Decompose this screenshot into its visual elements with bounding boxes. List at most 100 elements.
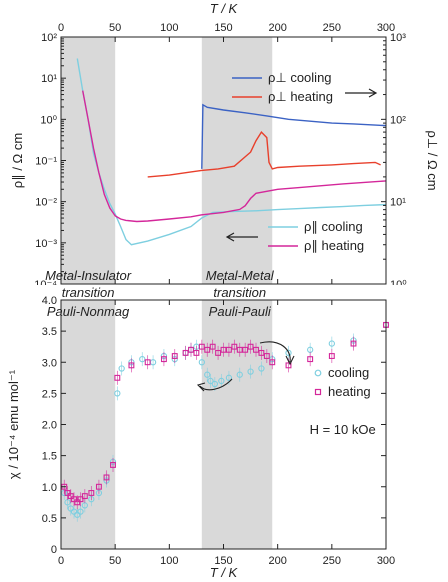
series-line-1 <box>147 130 381 178</box>
data-point-cooling <box>77 508 84 515</box>
legend-marker-cooling <box>314 369 322 377</box>
data-point-cooling <box>74 511 81 518</box>
data-point-cooling <box>70 508 78 515</box>
annotation-metal-insulator: Metal-Insulator <box>45 268 132 283</box>
y-tick-label-bottom-2: 1.0 <box>42 482 57 494</box>
x-tick-label-bottom-6: 300 <box>377 555 395 567</box>
legend-label-bottom-0: ρ∥ cooling <box>304 219 363 234</box>
data-point-heating <box>71 496 77 503</box>
x-tick-label-bottom-1: 50 <box>109 555 121 567</box>
data-point-heating <box>160 356 167 363</box>
data-point-heating <box>328 353 335 359</box>
y-left-tick-label-6: 10² <box>41 32 57 44</box>
data-point-cooling <box>204 371 211 378</box>
x-tick-label-top-5: 250 <box>323 22 341 34</box>
susceptibility-panel: 0 50 100 150 200 250 300 T / K 0 0.5 1.0 1.5 2.0 2.5 3… <box>6 295 395 580</box>
data-point-heating <box>77 496 84 503</box>
shaded-region-top-0 <box>61 37 116 284</box>
data-point-heating <box>198 343 205 350</box>
data-point-heating <box>247 343 254 350</box>
data-point-cooling <box>225 374 233 381</box>
annotation-pauli-nonmag: Pauli-Nonmag <box>47 304 130 319</box>
curved-arrow-cooling-head <box>285 355 295 366</box>
y-right-tick-label-1: 10¹ <box>390 197 406 209</box>
data-point-heating <box>242 346 249 353</box>
data-point-cooling <box>67 505 74 512</box>
y-tick-label-bottom-6: 3.0 <box>42 357 57 369</box>
legend-marker-heating <box>314 388 322 396</box>
data-point-heating <box>225 346 232 353</box>
x-tick-label-top-2: 100 <box>160 22 178 34</box>
x-tick-label-top-1: 50 <box>109 22 121 34</box>
data-point-heating <box>182 349 189 356</box>
data-point-heating <box>209 343 216 350</box>
data-point-heating <box>67 493 74 500</box>
y-axis-label-bottom: χ / 10⁻⁴ emu mol⁻¹ <box>6 369 21 479</box>
data-point-cooling <box>218 377 225 385</box>
shaded-region-bottom-0 <box>61 300 116 549</box>
x-tick-label-top-0: 0 <box>58 22 64 34</box>
annotation-transition-right: transition <box>213 285 266 300</box>
data-point-heating <box>74 499 81 506</box>
y-axis-label-left: ρ∥ / Ω cm <box>10 133 25 188</box>
x-tick-label-top-4: 200 <box>268 22 286 34</box>
data-point-heating <box>128 362 135 369</box>
y-tick-label-bottom-4: 2.0 <box>42 420 57 432</box>
data-point-cooling <box>247 368 254 375</box>
y-tick-label-bottom-7: 3.5 <box>42 326 57 338</box>
y-left-tick-label-5: 10¹ <box>41 73 57 85</box>
curved-arrow-cooling <box>259 341 291 363</box>
y-left-tick-label-4: 10⁰ <box>40 114 57 126</box>
annotation-field: H = 10 kOe <box>310 422 376 437</box>
legend-label-bottom-1: ρ∥ heating <box>304 238 364 253</box>
y-axis-label-right: ρ⊥ / Ω cm <box>425 130 440 190</box>
data-point-heating <box>307 356 314 363</box>
x-tick-label-bottom-2: 100 <box>160 555 178 567</box>
x-tick-label-bottom-3: 150 <box>214 555 232 567</box>
y-left-tick-label-3: 10⁻¹ <box>35 156 57 168</box>
data-point-cooling <box>211 380 218 388</box>
x-tick-label-bottom-0: 0 <box>58 555 64 567</box>
annotation-pauli-pauli: Pauli-Pauli <box>209 304 272 319</box>
y-tick-label-bottom-5: 2.5 <box>42 388 57 400</box>
data-point-heating <box>114 374 121 381</box>
data-point-heating <box>193 349 200 356</box>
data-point-cooling <box>285 349 292 357</box>
data-point-heating <box>350 340 357 347</box>
legend-label-bottom-panel-1: heating <box>328 384 371 399</box>
data-point-cooling <box>139 355 146 363</box>
data-point-heating <box>253 346 259 353</box>
data-point-heating <box>188 346 194 353</box>
data-point-cooling <box>328 340 335 347</box>
data-point-heating <box>236 346 243 353</box>
curved-arrow-heating <box>199 378 233 391</box>
x-tick-label-top-3: 150 <box>214 22 232 34</box>
data-point-heating <box>103 474 110 481</box>
legend-label-top-1: ρ⊥ heating <box>268 89 333 104</box>
y-tick-label-bottom-1: 0.5 <box>42 513 57 525</box>
y-left-tick-label-2: 10⁻² <box>35 197 57 209</box>
y-right-tick-label-2: 10² <box>390 114 406 126</box>
series-line-0 <box>201 103 387 169</box>
data-point-heating <box>269 359 276 366</box>
data-point-heating <box>285 362 292 369</box>
x-tick-label-bottom-5: 250 <box>323 555 341 567</box>
y-tick-label-bottom-3: 1.5 <box>42 451 57 463</box>
x-tick-label-top-6: 300 <box>377 22 395 34</box>
y-left-tick-label-1: 10⁻³ <box>35 238 57 250</box>
shaded-region-top-1 <box>201 37 273 284</box>
x-tick-label-bottom-4: 200 <box>268 555 286 567</box>
data-point-heating <box>258 349 265 356</box>
data-point-heating <box>95 483 102 490</box>
x-axis-label-top: T / K <box>210 1 239 16</box>
shaded-region-bottom-1 <box>201 300 273 549</box>
data-point-cooling <box>258 365 265 372</box>
data-point-heating <box>263 353 270 359</box>
y-right-tick-label-3: 10³ <box>390 32 406 44</box>
legend-label-bottom-panel-0: cooling <box>328 365 369 380</box>
data-point-heating <box>81 493 88 500</box>
y-tick-label-bottom-8: 4.0 <box>42 295 57 307</box>
y-tick-label-bottom-0: 0 <box>51 544 57 556</box>
